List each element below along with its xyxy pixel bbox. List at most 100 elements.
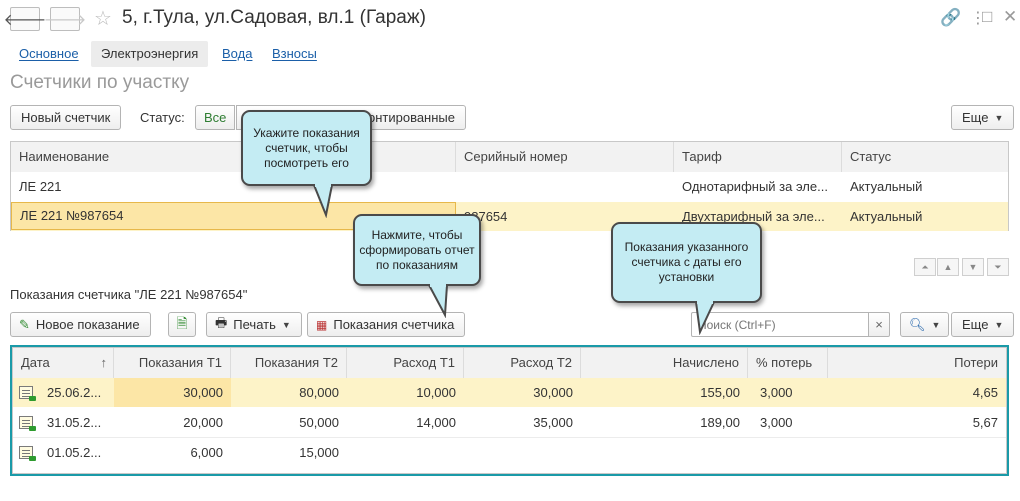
- meters-section-title: Счетчики по участку: [10, 72, 190, 93]
- star-icon[interactable]: ☆: [94, 8, 112, 30]
- readings-table: Дата ↑ Показания Т1 Показания Т2 Расход …: [12, 347, 1007, 474]
- reading-t1: 20,000: [183, 415, 223, 430]
- scroll-down-icon[interactable]: ▼: [962, 258, 984, 276]
- back-arrow-icon: 🡐: [3, 11, 47, 29]
- new-meter-button[interactable]: Новый счетчик: [10, 105, 122, 130]
- document-icon: 🗎: [176, 314, 188, 331]
- forward-arrow-icon: 🡒: [43, 11, 87, 29]
- meter-status: Актуальный: [850, 209, 923, 224]
- col-tariff[interactable]: Тариф: [674, 142, 842, 172]
- readings-highlight-frame: [10, 345, 1009, 476]
- reading-date: 25.06.2...: [47, 385, 102, 400]
- meters-table: Наименование Серийный номер Тариф Статус…: [10, 141, 1009, 231]
- col-loss-pct[interactable]: % потерь: [748, 348, 828, 378]
- reading-charged: 189,00: [700, 415, 740, 430]
- forward-button[interactable]: 🡒: [44, 7, 86, 31]
- callout-select-meter: Укажите показания счетчик, чтобы посмотр…: [241, 110, 372, 186]
- col-loss[interactable]: Потери: [828, 348, 1006, 378]
- meters-more-button[interactable]: Еще ▼: [951, 105, 1015, 130]
- search-icon: 🔍︎: [909, 316, 926, 332]
- tab-electricity[interactable]: Электроэнергия: [91, 41, 209, 67]
- col-r1[interactable]: Расход Т1: [347, 348, 464, 378]
- readings-more-button[interactable]: Еще ▼: [951, 312, 1015, 337]
- row-divider: [13, 437, 1006, 438]
- reading-loss: 5,67: [972, 415, 998, 430]
- scroll-up-icon[interactable]: ▲: [937, 258, 959, 276]
- col-r2[interactable]: Расход Т2: [464, 348, 581, 378]
- callout-readings-history-tail: [694, 301, 716, 335]
- reading-t2: 15,000: [299, 445, 339, 460]
- window-title: 5, г.Тула, ул.Садовая, вл.1 (Гараж): [122, 7, 426, 28]
- status-all-button[interactable]: Все: [195, 105, 236, 130]
- chevron-down-icon: ▼: [994, 319, 1004, 330]
- chevron-down-icon: ▼: [994, 112, 1004, 123]
- reading-r1: [347, 438, 464, 467]
- reading-loss-pct: [748, 438, 828, 467]
- reading-loss-pct: 3,000: [760, 415, 793, 430]
- col-date[interactable]: Дата ↑: [13, 348, 114, 378]
- report-icon: ▦: [316, 317, 328, 332]
- print-button[interactable]: 🖶 Печать ▼: [206, 312, 302, 337]
- close-icon[interactable]: ✕: [1003, 7, 1018, 26]
- window-icon[interactable]: □: [982, 7, 993, 26]
- col-serial[interactable]: Серийный номер: [456, 142, 674, 172]
- link-icon[interactable]: 🔗: [940, 8, 962, 27]
- tab-water[interactable]: Вода: [222, 46, 253, 61]
- reading-date: 01.05.2...: [47, 445, 102, 460]
- print-label: Печать: [233, 317, 276, 332]
- reading-charged: 155,00: [700, 385, 740, 400]
- reading-t1: 30,000: [114, 378, 231, 407]
- readings-more-label: Еще: [962, 317, 989, 332]
- new-reading-button[interactable]: ✎ Новое показание: [10, 312, 151, 337]
- col-charged[interactable]: Начислено: [581, 348, 748, 378]
- scroll-first-icon[interactable]: ⏶: [914, 258, 936, 276]
- tab-main[interactable]: Основное: [19, 46, 79, 61]
- status-label: Статус:: [140, 110, 185, 125]
- reading-t1: 6,000: [190, 445, 223, 460]
- reading-r1: 14,000: [416, 415, 456, 430]
- meter-readings-label: Показания счетчика: [333, 317, 455, 332]
- reading-row-icon: [19, 416, 36, 431]
- reading-loss: 4,65: [972, 385, 998, 400]
- scroll-last-icon[interactable]: ⏷: [987, 258, 1009, 276]
- reading-t2: 80,000: [299, 385, 339, 400]
- col-status[interactable]: Статус: [842, 142, 1008, 172]
- pencil-icon: ✎: [19, 316, 30, 332]
- reading-loss: [828, 438, 1006, 467]
- col-t1[interactable]: Показания Т1: [114, 348, 231, 378]
- kebab-icon[interactable]: ⋮: [970, 10, 986, 27]
- search-button[interactable]: 🔍︎ ▼: [900, 312, 950, 337]
- printer-icon: 🖶: [215, 314, 228, 330]
- back-button[interactable]: 🡐: [4, 7, 46, 31]
- callout-build-report: Нажмите, чтобы сформировать отчет по пок…: [353, 214, 481, 286]
- reading-row-icon: [19, 446, 36, 461]
- meter-status: Актуальный: [850, 179, 923, 194]
- meter-serial: [456, 172, 674, 201]
- callout-readings-history: Показания указанного счетчика с даты его…: [611, 222, 762, 303]
- reading-charged: [581, 438, 748, 467]
- new-reading-label: Новое показание: [35, 317, 140, 332]
- col-date-label: Дата: [21, 355, 50, 370]
- reading-r2: 35,000: [533, 415, 573, 430]
- table-row[interactable]: ЛЕ 221 Однотарифный за эле... Актуальный: [11, 172, 1008, 201]
- table-row-selected[interactable]: ЛЕ 221 №987654 987654 Двухтарифный за эл…: [11, 202, 1008, 231]
- search-input[interactable]: [691, 312, 869, 337]
- add-document-button[interactable]: 🗎: [168, 312, 196, 337]
- chevron-down-icon: ▼: [931, 319, 941, 330]
- tab-fees[interactable]: Взносы: [272, 46, 317, 61]
- table-row[interactable]: 31.05.2... 20,000 50,000 14,000 35,000 1…: [13, 408, 1006, 437]
- sort-asc-icon: ↑: [100, 355, 108, 370]
- chevron-down-icon: ▼: [281, 319, 291, 330]
- callout-select-meter-tail: [312, 184, 334, 218]
- meter-readings-report-button[interactable]: ▦ Показания счетчика: [307, 312, 466, 337]
- meter-tariff: Однотарифный за эле...: [682, 179, 828, 194]
- search-clear-button[interactable]: ×: [868, 312, 890, 337]
- reading-loss-pct: 3,000: [760, 385, 793, 400]
- table-row-selected[interactable]: 25.06.2... 30,000 80,000 10,000 30,000 1…: [13, 378, 1006, 407]
- col-name[interactable]: Наименование: [11, 142, 456, 172]
- reading-r2: [464, 438, 581, 467]
- meters-more-label: Еще: [962, 110, 989, 125]
- col-t2[interactable]: Показания Т2: [231, 348, 347, 378]
- meter-tariff: Двухтарифный за эле...: [682, 209, 825, 224]
- table-row[interactable]: 01.05.2... 6,000 15,000: [13, 438, 1006, 467]
